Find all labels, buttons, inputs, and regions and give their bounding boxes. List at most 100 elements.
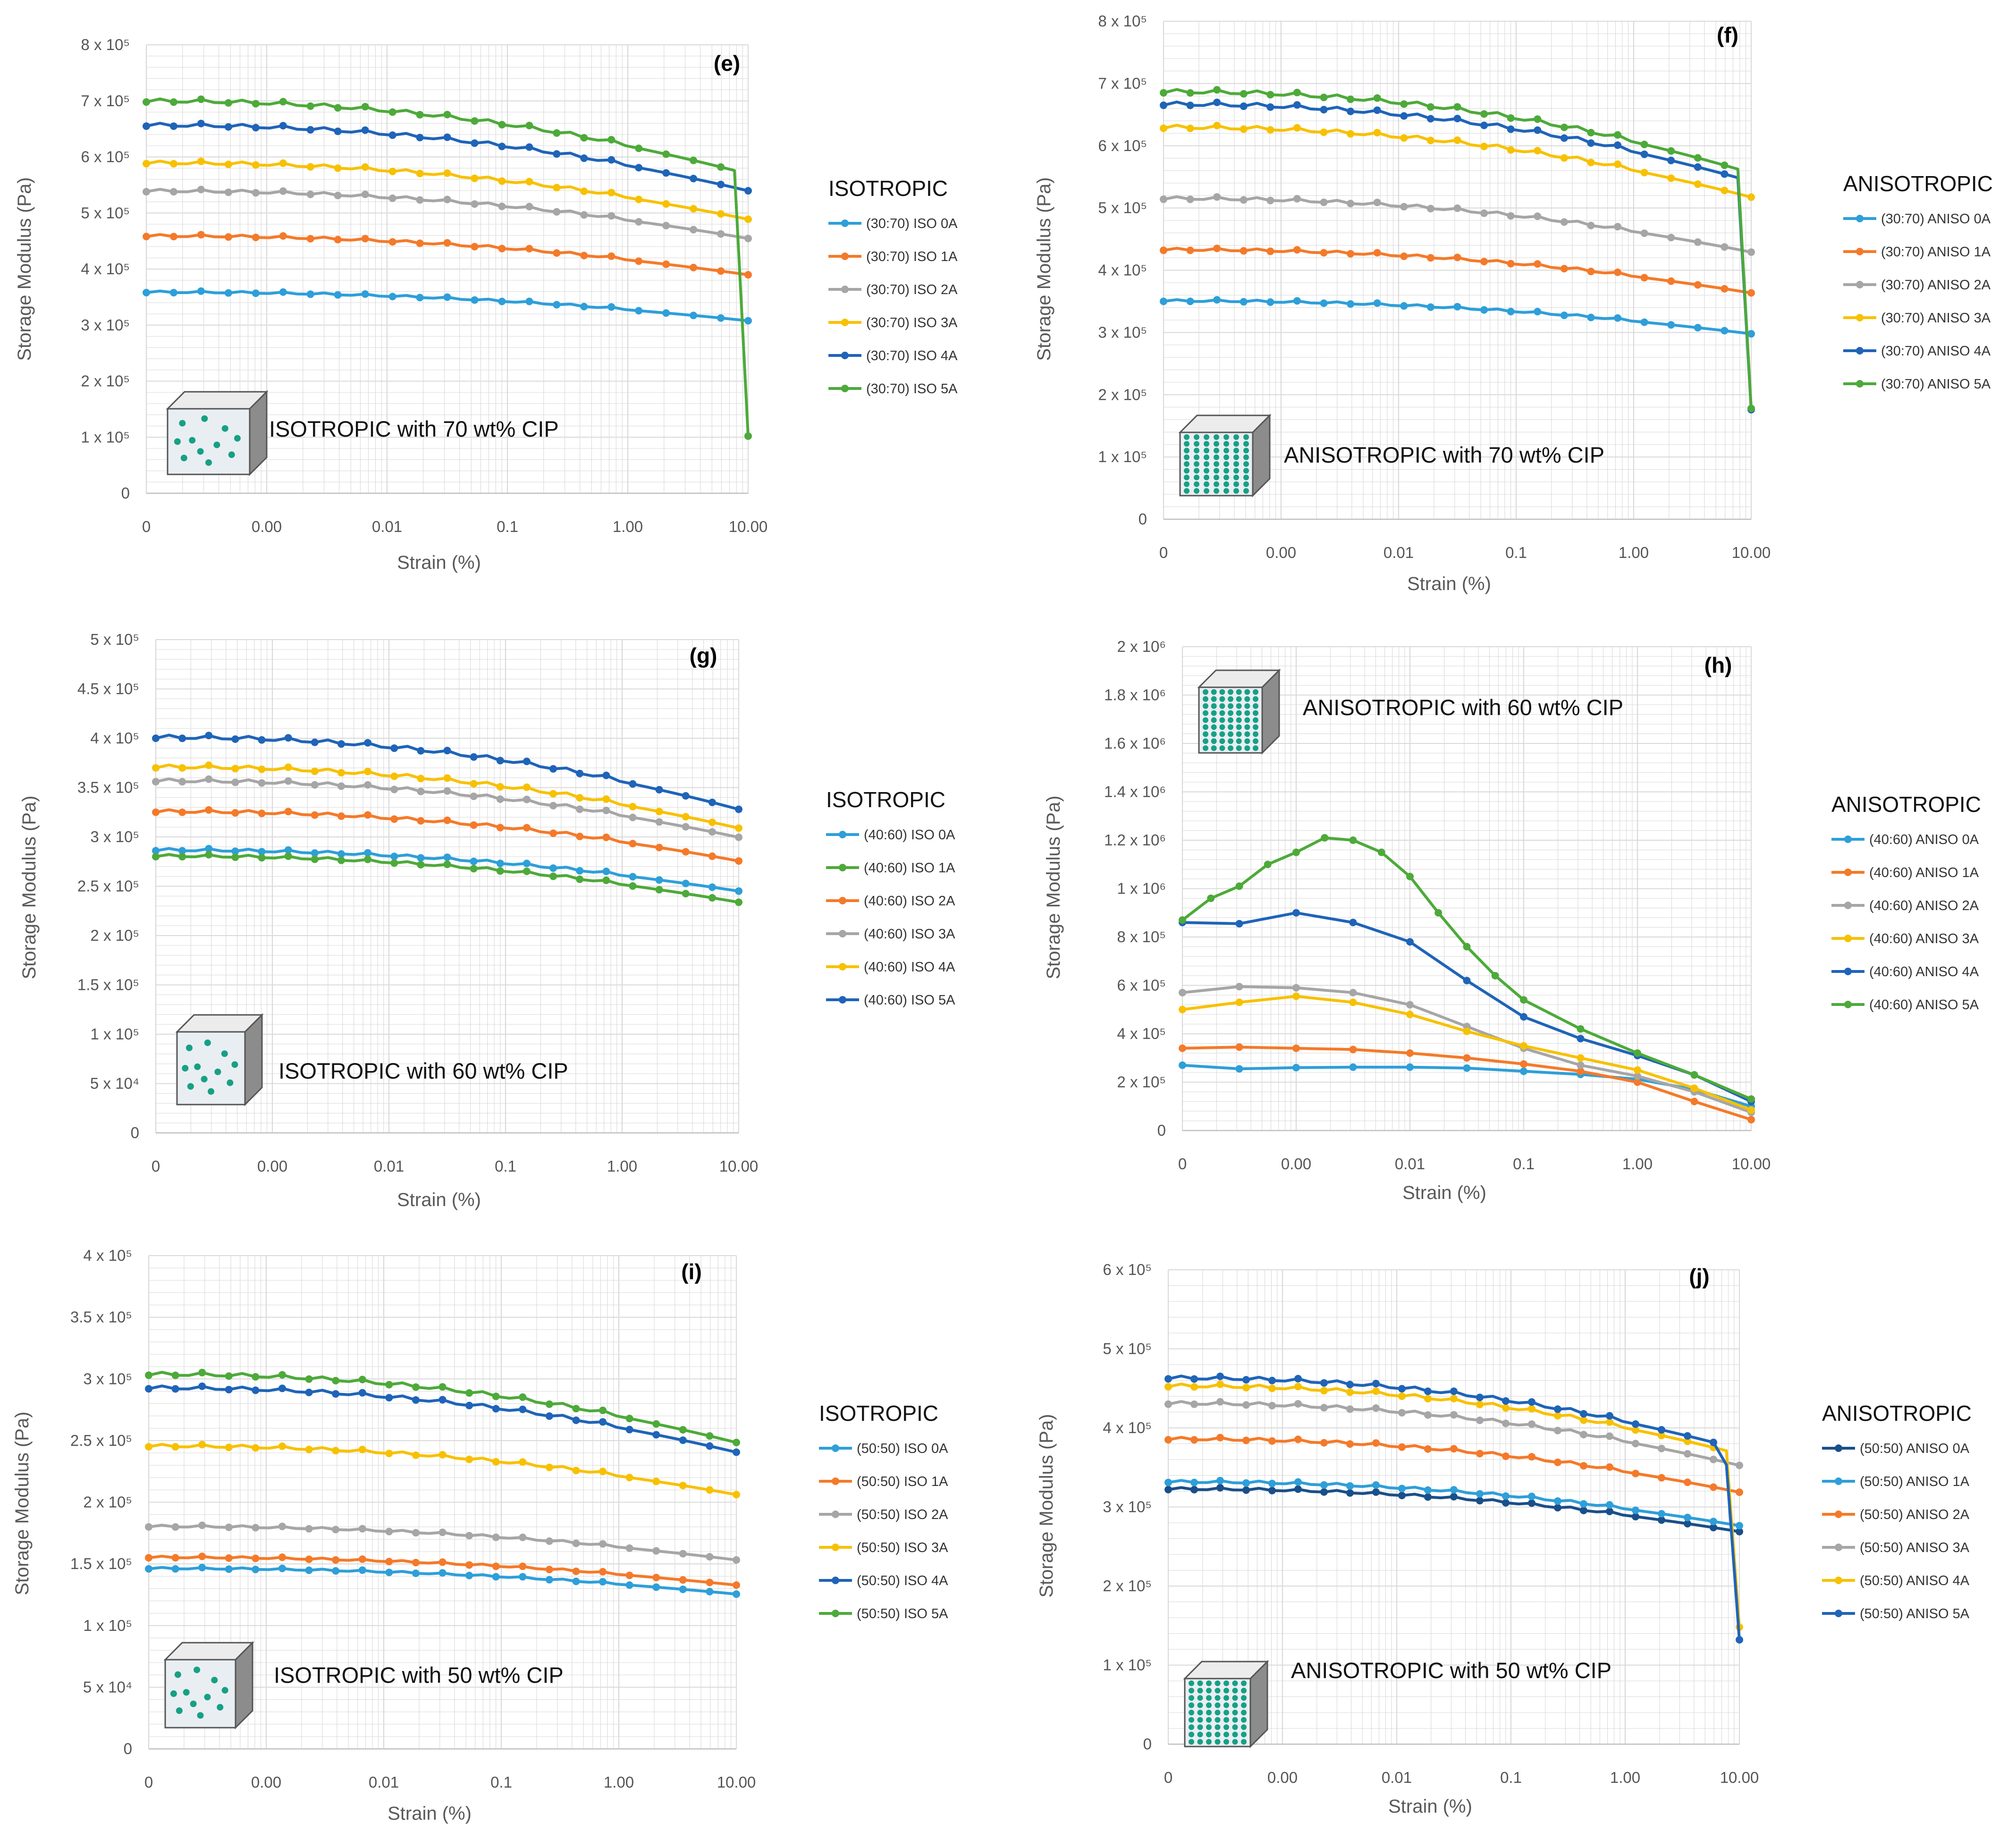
data-point bbox=[390, 859, 398, 867]
data-point bbox=[1349, 988, 1357, 996]
data-point bbox=[717, 267, 725, 275]
data-point bbox=[198, 1441, 206, 1449]
data-point bbox=[652, 1477, 660, 1486]
chain-particle bbox=[1236, 745, 1242, 751]
data-point bbox=[1667, 147, 1675, 155]
data-point bbox=[361, 102, 369, 110]
x-tick-label: 1.00 bbox=[607, 1157, 637, 1175]
data-point bbox=[1266, 126, 1274, 134]
data-point bbox=[224, 289, 232, 297]
data-point bbox=[1346, 1440, 1354, 1448]
data-point bbox=[498, 143, 506, 151]
data-point bbox=[1587, 129, 1595, 137]
data-point bbox=[1294, 1400, 1302, 1408]
data-point bbox=[388, 194, 396, 202]
data-point bbox=[1480, 306, 1488, 314]
data-point bbox=[1694, 281, 1702, 289]
data-point bbox=[1179, 1005, 1186, 1013]
data-point bbox=[1372, 1380, 1380, 1388]
data-point bbox=[1710, 1518, 1717, 1526]
data-point bbox=[580, 211, 588, 219]
data-point bbox=[1235, 1043, 1243, 1051]
data-point bbox=[580, 303, 588, 311]
data-point bbox=[576, 769, 584, 777]
data-point bbox=[1294, 1375, 1302, 1383]
data-point bbox=[599, 1578, 607, 1586]
data-point bbox=[519, 1533, 527, 1541]
data-point bbox=[1164, 1400, 1172, 1408]
chain-particle bbox=[1197, 1731, 1203, 1738]
y-tick-label: 0 bbox=[1157, 1122, 1166, 1139]
data-point bbox=[417, 817, 425, 825]
data-point bbox=[1160, 124, 1167, 132]
data-point bbox=[744, 235, 752, 243]
cube-side-face bbox=[244, 1013, 263, 1106]
y-tick-label: 5 x 10⁵ bbox=[1103, 1340, 1152, 1358]
data-point bbox=[682, 792, 690, 800]
chain-particle bbox=[1223, 441, 1229, 447]
particle bbox=[194, 1063, 201, 1070]
chain-particle bbox=[1214, 488, 1219, 494]
data-point bbox=[1179, 988, 1186, 996]
data-point bbox=[358, 1525, 366, 1533]
x-tick-label: 0 bbox=[142, 518, 151, 535]
data-point bbox=[1710, 1438, 1717, 1446]
series-line-4 bbox=[1182, 911, 1752, 1103]
data-point bbox=[1684, 1513, 1691, 1521]
cube-illustration bbox=[1197, 668, 1281, 755]
data-point bbox=[1216, 1434, 1224, 1442]
data-point bbox=[498, 177, 506, 185]
data-point bbox=[385, 1558, 393, 1566]
data-point bbox=[1747, 1106, 1755, 1114]
data-point bbox=[607, 188, 616, 196]
data-point bbox=[1398, 1492, 1406, 1500]
data-point bbox=[545, 1537, 553, 1545]
data-point bbox=[225, 1443, 233, 1452]
data-point bbox=[169, 288, 177, 296]
data-point bbox=[198, 1368, 206, 1376]
data-point bbox=[744, 271, 752, 279]
legend-swatch-marker bbox=[1835, 1610, 1842, 1617]
data-point bbox=[545, 1412, 553, 1420]
x-axis-title: Strain (%) bbox=[397, 1190, 481, 1210]
chain-particle bbox=[1219, 710, 1225, 716]
data-point bbox=[652, 1583, 660, 1591]
data-point bbox=[1520, 996, 1527, 1004]
data-point bbox=[1320, 1379, 1328, 1387]
legend-entry: (30:70) ISO 1A bbox=[866, 249, 958, 264]
chain-particle bbox=[1241, 1680, 1247, 1686]
chain-particle bbox=[1243, 461, 1249, 467]
data-point bbox=[145, 1565, 152, 1573]
legend-swatch-marker bbox=[841, 286, 849, 293]
data-point bbox=[152, 847, 160, 855]
x-tick-label: 0.1 bbox=[1500, 1769, 1522, 1786]
y-axis-title: Storage Modulus (Pa) bbox=[14, 177, 35, 361]
data-point bbox=[655, 818, 663, 826]
chain-particle bbox=[1204, 434, 1209, 440]
data-point bbox=[1268, 1376, 1276, 1384]
chain-particle bbox=[1206, 1724, 1212, 1730]
chain-particle bbox=[1194, 488, 1199, 494]
data-point bbox=[733, 1556, 740, 1564]
data-point bbox=[1632, 1420, 1639, 1428]
data-point bbox=[417, 861, 425, 869]
data-point bbox=[1186, 297, 1194, 305]
chain-particle bbox=[1228, 745, 1233, 751]
particle bbox=[182, 1065, 189, 1072]
data-point bbox=[733, 1491, 740, 1499]
data-point bbox=[1398, 1409, 1406, 1417]
chain-particle bbox=[1197, 1710, 1203, 1715]
data-point bbox=[744, 432, 752, 440]
particle bbox=[180, 455, 187, 462]
data-point bbox=[225, 1372, 233, 1380]
data-point bbox=[708, 894, 716, 902]
y-axis-title: Storage Modulus (Pa) bbox=[1034, 177, 1054, 361]
data-point bbox=[358, 1445, 366, 1453]
y-tick-label: 1.8 x 10⁶ bbox=[1104, 686, 1166, 704]
data-point bbox=[1164, 1436, 1172, 1444]
chain-particle bbox=[1232, 1731, 1238, 1738]
data-point bbox=[390, 744, 398, 752]
data-point bbox=[1520, 1060, 1527, 1068]
data-point bbox=[306, 235, 314, 243]
